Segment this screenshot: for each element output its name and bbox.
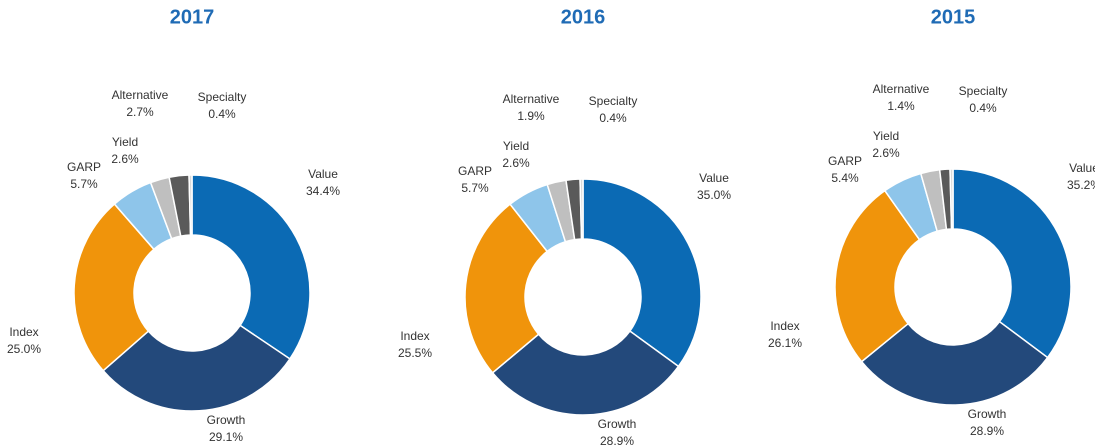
segment-value-label: 1.9%	[517, 109, 545, 123]
segment-value-label: 34.4%	[306, 184, 340, 198]
segment-label: Growth	[598, 417, 637, 431]
segment-value-label: 2.7%	[126, 105, 154, 119]
segment-value-label: 26.1%	[768, 336, 802, 350]
chart-title: 2015	[931, 6, 976, 28]
segment-label: Growth	[207, 413, 246, 427]
donut-segment	[73, 202, 155, 372]
segment-value-label: 28.9%	[970, 424, 1004, 438]
segment-label: Growth	[968, 407, 1007, 421]
donut-segment	[464, 203, 549, 374]
segment-label: Alternative	[503, 92, 560, 106]
donut-segment	[834, 189, 921, 363]
segment-value-label: 35.0%	[697, 188, 731, 202]
segment-value-label: 5.7%	[70, 177, 98, 191]
segment-label: Value	[699, 171, 729, 185]
segment-value-label: 2.6%	[872, 146, 900, 160]
donut-segment	[952, 168, 1072, 359]
segment-value-label: 35.2%	[1067, 178, 1095, 192]
segment-value-label: 0.4%	[599, 111, 627, 125]
segment-label: Specialty	[959, 84, 1008, 98]
segment-label: Yield	[873, 129, 899, 143]
chart-title: 2016	[561, 6, 606, 28]
segment-value-label: 0.4%	[969, 101, 997, 115]
segment-value-label: 2.6%	[502, 156, 530, 170]
segment-label: Index	[400, 329, 429, 343]
donut-segment	[579, 178, 584, 240]
donut-segment	[582, 178, 702, 368]
segment-label: Yield	[112, 135, 138, 149]
segment-label: Specialty	[198, 90, 247, 104]
segment-value-label: 25.5%	[398, 346, 432, 360]
donut-segment	[102, 324, 291, 412]
segment-label: Index	[9, 325, 38, 339]
segment-value-label: 2.6%	[111, 152, 139, 166]
donut-segment	[860, 320, 1049, 406]
chart-title: 2017	[170, 6, 215, 28]
donut-segment	[188, 174, 193, 236]
donut-segment	[191, 174, 311, 360]
donut-segment	[491, 330, 680, 416]
segment-label: GARP	[458, 164, 492, 178]
segment-value-label: 0.4%	[208, 107, 236, 121]
segment-value-label: 29.1%	[209, 430, 243, 444]
segment-value-label: 1.4%	[887, 99, 915, 113]
donut-segment	[949, 168, 954, 230]
segment-label: Specialty	[589, 94, 638, 108]
segment-value-label: 5.7%	[461, 181, 489, 195]
segment-label: Value	[308, 167, 338, 181]
segment-label: Alternative	[112, 88, 169, 102]
segment-label: Alternative	[873, 82, 930, 96]
segment-label: Value	[1069, 161, 1095, 175]
segment-value-label: 28.9%	[600, 434, 634, 448]
segment-value-label: 25.0%	[7, 342, 41, 356]
segment-label: GARP	[828, 154, 862, 168]
segment-value-label: 5.4%	[831, 171, 859, 185]
segment-label: GARP	[67, 160, 101, 174]
segment-label: Index	[770, 319, 799, 333]
segment-label: Yield	[503, 139, 529, 153]
